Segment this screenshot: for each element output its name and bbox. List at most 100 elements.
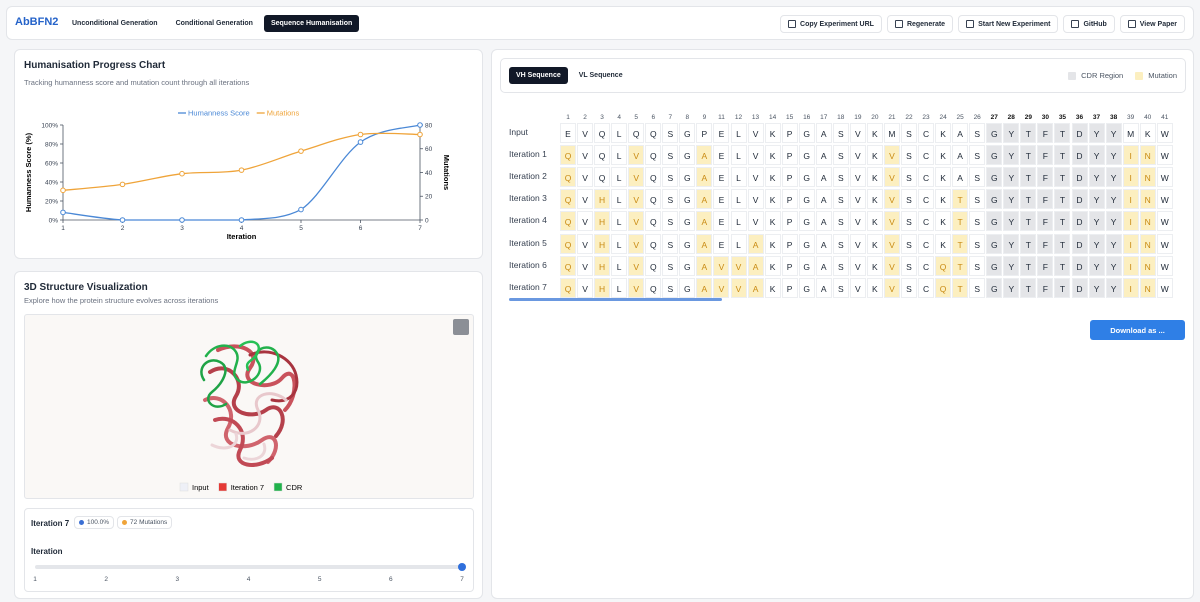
column-number: 38 [1109,114,1118,121]
residue-cell: Y [1003,277,1020,298]
residue-cell: V [849,277,866,298]
residue-cell: S [832,145,849,166]
residue-cell: W [1156,189,1173,210]
residue-cell: G [798,145,815,166]
residue-cell: V [747,211,764,232]
residue-cell: T [1054,277,1071,298]
residue-cell: G [679,211,696,232]
residue-cell: Y [1105,145,1122,166]
legend-swatch [1135,71,1144,80]
x-tick-label: 3 [180,225,184,232]
download-label: Download as ... [1110,325,1165,335]
action-button[interactable]: Start New Experiment [958,15,1059,33]
panel-subtitle: Tracking humanness score and mutation co… [24,78,250,87]
residue-cell: K [866,233,883,254]
brand[interactable]: AbBFN2 [15,16,59,28]
legend-label: Mutation [1148,71,1177,80]
residue-cell: F [1037,189,1054,210]
residue-cell: V [577,189,594,210]
residue-cell: K [764,145,781,166]
nav-tab[interactable]: Conditional Generation [175,20,253,27]
residue-cell: S [662,255,679,276]
residue-cell: D [1071,145,1088,166]
column-number: 2 [583,114,587,121]
residue-cell: G [798,189,815,210]
residue-cell: S [901,123,917,143]
residue-cell: V [577,233,594,254]
cdr-loop [204,344,280,386]
residue-cell: S [969,277,986,298]
action-button[interactable]: Regenerate [886,15,954,33]
column-number: 8 [685,114,690,121]
data-point [417,122,423,128]
residue-cell: A [815,277,832,298]
column-number: 1 [566,114,570,121]
residue-cell: Q [645,189,662,210]
action-button[interactable]: View Paper [1119,15,1185,33]
residue-cell: A [696,233,713,254]
residue-cell: T [1054,167,1071,188]
column-number: 4 [617,114,621,121]
residue-cell: K [866,255,883,276]
residue-cell: L [611,277,628,298]
residue-cell: N [1139,277,1156,298]
residue-cell: F [1037,233,1054,254]
structure-viewer[interactable] [24,314,474,499]
column-number: 5 [634,114,638,121]
residue-cell: V [628,233,645,254]
action-button[interactable]: GitHub [1063,15,1115,33]
residue-cell: G [798,167,815,188]
residue-cell: V [628,277,645,298]
residue-cell: Q [935,255,952,276]
nav-tab[interactable]: Unconditional Generation [72,20,158,27]
slider-track [35,565,462,569]
residue-cell: Y [1003,211,1020,232]
residue-cell: G [798,123,815,143]
data-point [119,217,126,223]
data-point [357,131,364,138]
sequence-tab[interactable]: VL Sequence [578,72,623,79]
residue-cell: Q [645,167,662,188]
residue-cell: V [628,211,645,232]
residue-cell: T [1020,189,1037,210]
residue-cell: C [918,189,935,210]
row-label: Iteration 1 [509,149,547,160]
residue-cell: E [713,123,730,143]
column-number: 26 [973,114,981,121]
row-label: Iteration 7 [509,281,547,292]
row-label: Iteration 4 [509,215,547,226]
residue-cell: V [628,189,645,210]
sequence-tab[interactable]: VH Sequence [509,67,568,84]
residue-cell: Y [1003,255,1020,276]
residue-cell: Y [1088,123,1105,143]
slider-tick-label: 2 [104,576,108,583]
legend-label: CDR [286,483,303,492]
scrollbar[interactable] [509,298,722,301]
residue-cell: K [764,255,781,276]
residue-cell: V [713,277,730,298]
residue-cell: W [1156,277,1173,298]
residue-cell: Q [560,145,576,166]
structure-panel: 3D Structure Visualization Explore how t… [14,271,483,599]
residue-cell: T [1054,123,1071,143]
residue-cell: W [1156,211,1173,232]
residue-cell: Y [1003,145,1020,166]
header-bar: AbBFN2 Unconditional Generation Condition… [6,6,1194,40]
legend-label: Iteration 7 [231,483,264,492]
y-tick-label: 80% [45,141,58,148]
column-number: 36 [1075,114,1084,121]
residue-cell: I [1122,211,1139,232]
nav-tab[interactable]: Sequence Humanisation [263,15,360,32]
residue-cell: Q [645,145,662,166]
download-button[interactable]: Download as ... [1090,320,1185,340]
residue-cell: G [986,123,1003,143]
expand-button[interactable] [453,319,469,335]
icon [1071,20,1080,28]
action-button[interactable]: Copy Experiment URL [780,15,882,33]
residue-cell: F [1037,255,1054,276]
slider-thumb[interactable] [458,563,466,571]
series-line [62,132,421,191]
residue-cell: T [1020,167,1037,188]
legend-label: CDR Region [1081,71,1124,80]
y2-tick-label: 0 [425,217,429,224]
